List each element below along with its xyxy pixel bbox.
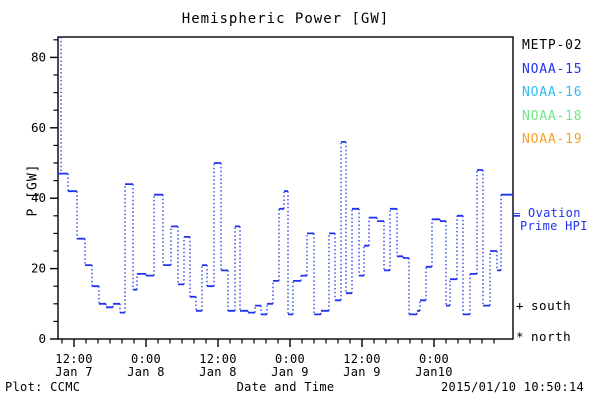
ovation-label-line1: — Ovation <box>513 206 581 220</box>
plot-frame <box>57 36 514 340</box>
x-tick-date-label: Jan 7 <box>55 365 93 379</box>
x-tick-date-label: Jan 9 <box>343 365 381 379</box>
hpi-step-line <box>58 141 513 316</box>
y-tick-label: 60 <box>31 120 46 135</box>
x-tick-time-label: 0:00 <box>131 352 161 366</box>
x-tick-date-label: Jan 8 <box>127 365 165 379</box>
satellite-legend: METP-02 NOAA-15 NOAA-16 NOAA-18 NOAA-19 <box>522 38 582 156</box>
north-marker-legend: * north <box>516 329 571 344</box>
chart-title: Hemispheric Power [GW] <box>181 11 390 27</box>
x-tick-time-label: 0:00 <box>419 352 449 366</box>
legend-item-metp-02: METP-02 <box>522 38 583 53</box>
y-tick-label: 20 <box>31 261 46 276</box>
y-tick-label: 0 <box>38 331 46 346</box>
south-marker-legend: + south <box>516 298 571 313</box>
asterisk-marker-icon: * <box>516 329 525 344</box>
legend-item-noaa-19: NOAA-19 <box>522 132 583 147</box>
ovation-prime-hpi-label: — Ovation Prime HPI <box>513 207 588 233</box>
x-tick-time-label: 12:00 <box>343 352 381 366</box>
x-axis-title: Date and Time <box>236 380 335 394</box>
x-tick-date-label: Jan 9 <box>271 365 309 379</box>
north-marker-label: north <box>531 329 572 344</box>
x-tick-time-label: 12:00 <box>199 352 237 366</box>
y-tick-label: 80 <box>31 49 46 64</box>
plot-timestamp: 2015/01/10 10:50:14 <box>441 380 584 394</box>
ovation-label-line2: Prime HPI <box>520 219 588 233</box>
legend-item-noaa-15: NOAA-15 <box>522 61 583 77</box>
y-tick-label: 40 <box>31 190 46 205</box>
x-tick-time-label: 12:00 <box>55 352 93 366</box>
y-axis-label: P [GW] <box>25 163 41 217</box>
plot-source: Plot: CCMC <box>5 380 81 394</box>
x-tick-date-label: Jan10 <box>415 365 453 379</box>
x-tick-time-label: 0:00 <box>275 352 305 366</box>
x-tick-date-label: Jan 8 <box>199 365 237 379</box>
legend-item-noaa-16: NOAA-16 <box>522 85 583 100</box>
south-marker-label: south <box>531 298 572 313</box>
hpi-step-connectors <box>60 37 502 315</box>
legend-item-noaa-18: NOAA-18 <box>522 108 583 124</box>
plus-marker-icon: + <box>516 298 525 313</box>
